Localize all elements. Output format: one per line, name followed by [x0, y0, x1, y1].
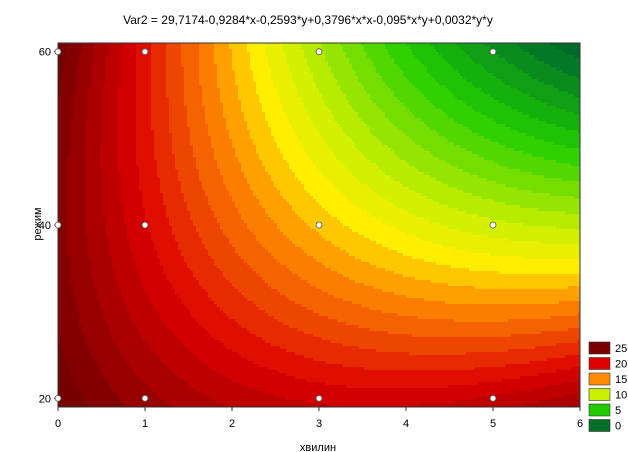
data-point — [55, 395, 61, 401]
data-point — [490, 49, 496, 55]
y-axis-label: режим — [32, 207, 44, 240]
data-point — [142, 222, 148, 228]
data-point — [316, 222, 322, 228]
x-tick-label: 4 — [403, 418, 409, 430]
data-point — [142, 49, 148, 55]
data-point — [142, 395, 148, 401]
data-point — [55, 49, 61, 55]
legend-swatch — [589, 404, 610, 416]
legend-label: 5 — [615, 405, 621, 417]
x-tick-label: 2 — [229, 418, 235, 430]
x-tick-label: 3 — [316, 418, 322, 430]
x-tick-label: 1 — [142, 418, 148, 430]
legend-label: 25 — [615, 343, 627, 355]
legend-swatch — [589, 373, 610, 385]
y-tick-label: 20 — [39, 393, 51, 405]
legend-swatch — [589, 358, 610, 370]
legend-label: 15 — [615, 374, 627, 386]
data-point — [490, 395, 496, 401]
x-tick-label: 5 — [490, 418, 496, 430]
legend-label: 10 — [615, 390, 627, 402]
x-axis: 0 1 2 3 4 5 6 — [55, 407, 583, 430]
legend: 25 20 15 10 5 0 — [589, 342, 627, 433]
x-tick-label: 0 — [55, 418, 61, 430]
data-point — [490, 222, 496, 228]
legend-label: 0 — [615, 421, 621, 433]
data-point — [316, 49, 322, 55]
y-tick-label: 60 — [39, 47, 51, 59]
chart-title: Var2 = 29,7174-0,9284*x-0,2593*y+0,3796*… — [123, 13, 493, 27]
legend-swatch — [589, 342, 610, 354]
data-point — [55, 222, 61, 228]
legend-swatch — [589, 389, 610, 401]
x-axis-label: хвилин — [300, 442, 336, 452]
x-tick-label: 6 — [577, 418, 583, 430]
legend-label: 20 — [615, 359, 627, 371]
legend-swatch — [589, 420, 610, 432]
data-point — [316, 395, 322, 401]
